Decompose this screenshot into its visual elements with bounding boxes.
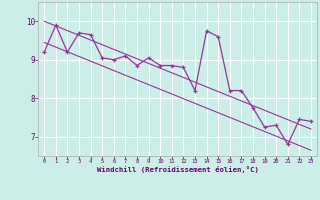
X-axis label: Windchill (Refroidissement éolien,°C): Windchill (Refroidissement éolien,°C) [97, 166, 259, 173]
